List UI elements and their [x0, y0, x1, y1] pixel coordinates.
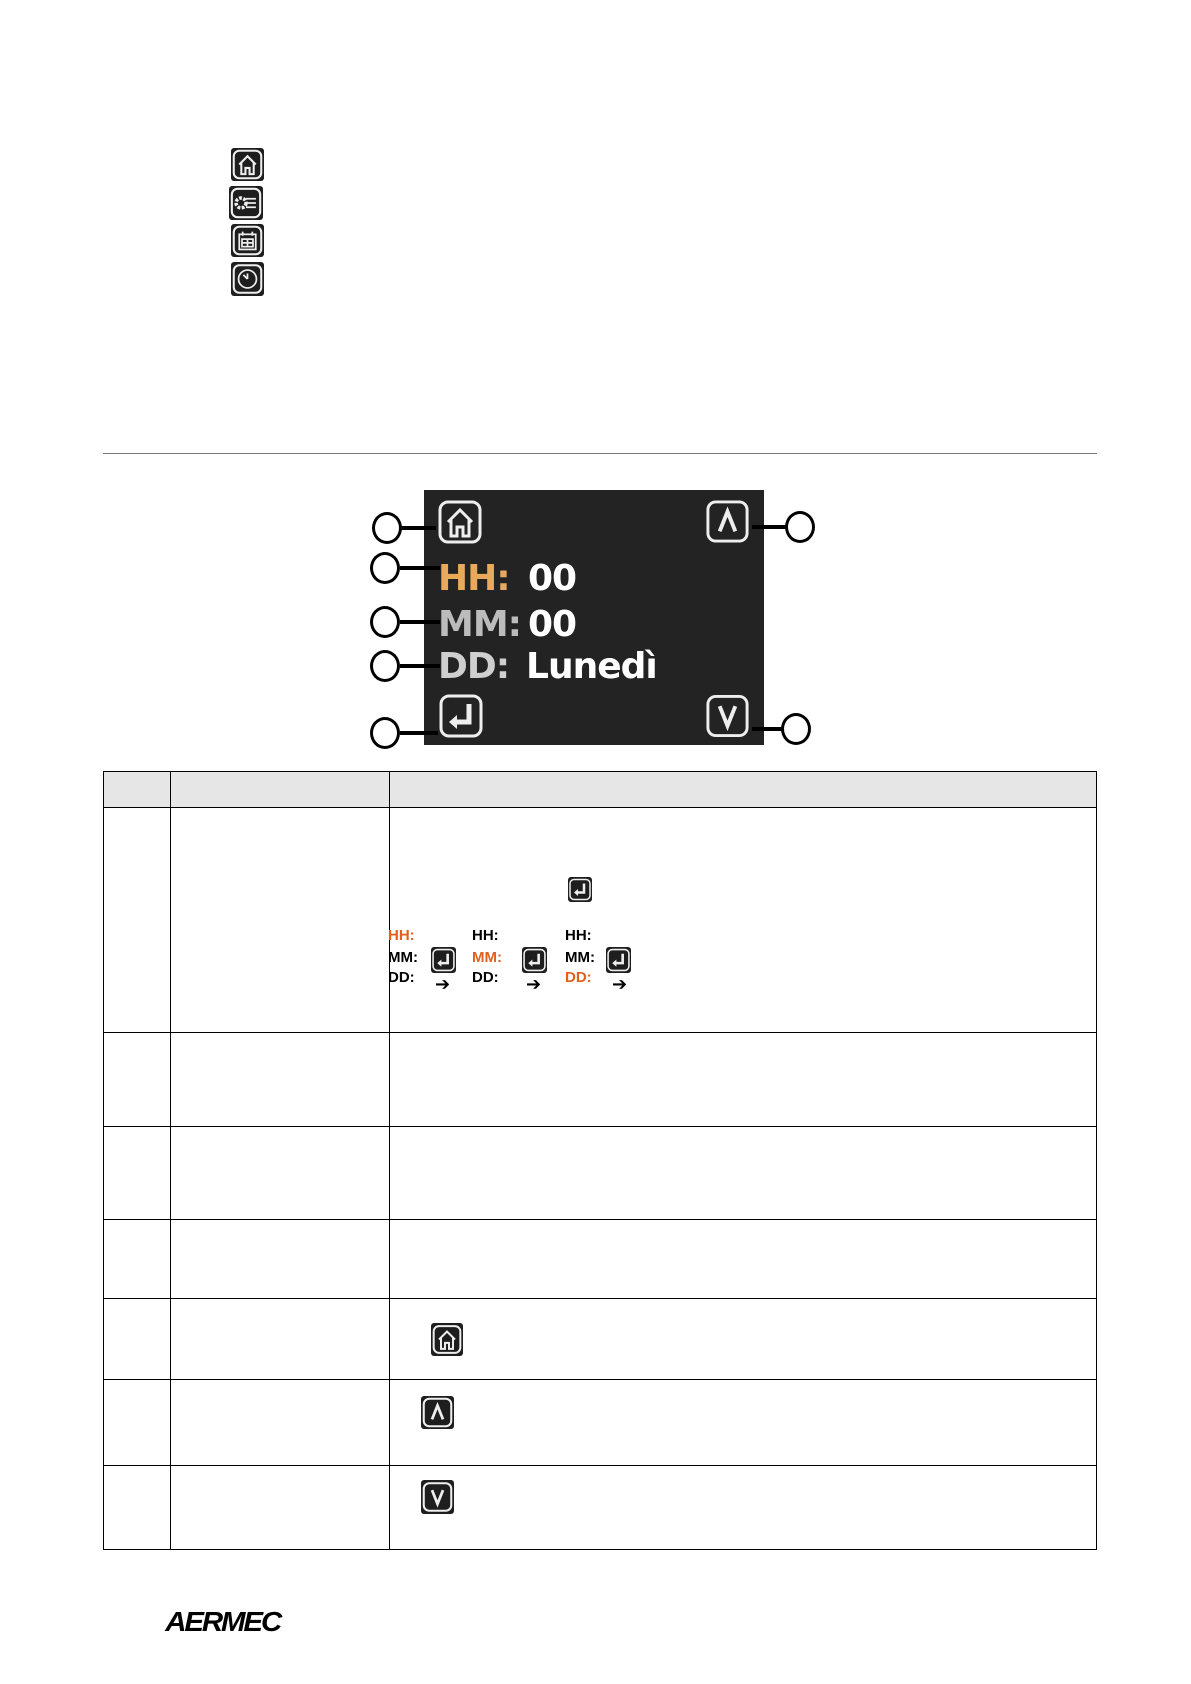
enter-icon	[522, 947, 547, 973]
dd-value: Lunedì	[526, 646, 658, 687]
settings-list-icon	[229, 186, 263, 220]
callout-circle	[372, 512, 402, 544]
hh-value: 00	[528, 558, 577, 599]
callout-circle	[370, 552, 400, 584]
enter-button[interactable]	[437, 692, 485, 740]
sequence-mm-label: MM:	[472, 949, 502, 966]
clock-icon	[231, 262, 264, 296]
sequence-dd-label: DD:	[472, 969, 499, 986]
hh-label: HH:	[438, 558, 511, 599]
callout-leader	[400, 731, 438, 735]
home-button[interactable]	[435, 498, 485, 546]
mm-value: 00	[528, 604, 577, 645]
callout-leader	[400, 526, 436, 530]
sequence-hh-label: HH:	[472, 927, 499, 944]
up-icon	[421, 1396, 454, 1429]
arrow-right-icon: ➔	[435, 974, 451, 995]
sequence-hh-label: HH:	[388, 927, 415, 944]
sequence-hh-label: HH:	[565, 927, 592, 944]
callout-leader	[400, 620, 440, 624]
callout-circle	[781, 713, 811, 745]
callout-circle	[370, 606, 400, 638]
down-icon	[421, 1480, 454, 1514]
callout-circle	[370, 717, 400, 749]
arrow-right-icon: ➔	[612, 974, 628, 995]
home-icon	[431, 1323, 463, 1356]
sequence-dd-label: DD:	[565, 969, 592, 986]
callout-circle	[785, 511, 815, 543]
mm-label: MM:	[438, 604, 522, 645]
down-button[interactable]	[704, 692, 751, 740]
callout-leader	[752, 727, 784, 731]
section-divider	[103, 453, 1097, 454]
home-icon	[231, 148, 264, 181]
callout-circle	[370, 650, 400, 682]
aermec-logo: AERMEC	[165, 1606, 282, 1637]
callout-leader	[752, 525, 788, 529]
arrow-right-icon: ➔	[526, 974, 542, 995]
description-table	[103, 771, 1097, 1550]
sequence-mm-label: MM:	[565, 949, 595, 966]
calendar-icon	[231, 224, 264, 257]
enter-icon	[606, 947, 631, 973]
sequence-dd-label: DD:	[388, 969, 415, 986]
dd-label: DD:	[438, 646, 510, 687]
enter-icon	[568, 877, 592, 902]
up-button[interactable]	[704, 498, 751, 545]
time-setting-display: HH: 00 MM: 00 DD: Lunedì	[424, 490, 764, 745]
enter-icon	[431, 947, 456, 973]
sequence-mm-label: MM:	[388, 949, 418, 966]
callout-leader	[400, 664, 440, 668]
callout-leader	[400, 566, 440, 570]
